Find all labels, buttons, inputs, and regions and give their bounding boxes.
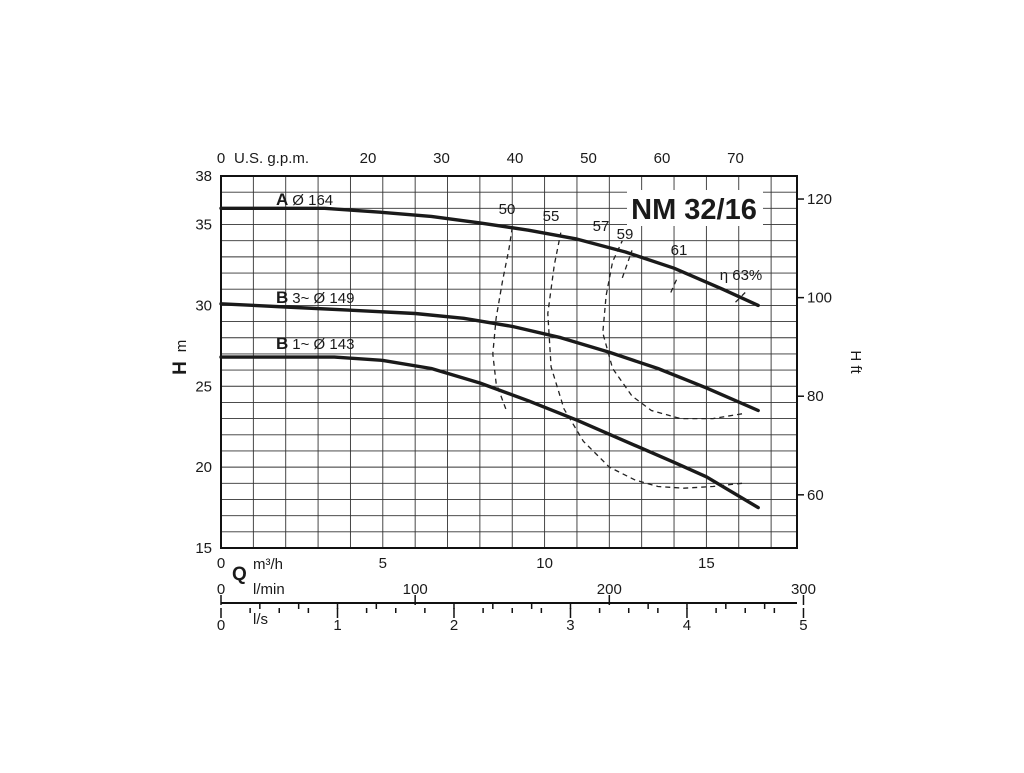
head-curve <box>219 302 760 413</box>
y-ft-tick-label: 100 <box>807 290 832 307</box>
series-label: B 1~ Ø 143 <box>276 334 354 353</box>
head-curve <box>219 355 760 510</box>
series-code: B <box>276 334 288 353</box>
series-label: B 3~ Ø 149 <box>276 288 354 307</box>
gpm-tick-label: 20 <box>360 150 377 167</box>
lmin-tick-label: 100 <box>403 581 428 598</box>
y-ft-tick-label: 80 <box>807 388 824 405</box>
chart-title: NM 32/16 <box>631 194 757 226</box>
plot-frame <box>220 175 798 549</box>
y-tick-label: 25 <box>195 378 212 395</box>
efficiency-curve <box>492 227 513 410</box>
gpm-axis-label: U.S. g.p.m. <box>234 150 309 167</box>
y-tick-label: 15 <box>195 540 212 557</box>
y-tick-label: 38 <box>195 168 212 185</box>
y-axis-unit: m <box>173 340 190 353</box>
ls-tick-label: 4 <box>683 617 691 634</box>
y-ft-axis-title: H ft <box>847 350 864 374</box>
efficiency-curve <box>547 232 743 489</box>
gpm-tick-label: 40 <box>507 150 524 167</box>
gpm-tick-label: 70 <box>727 150 744 167</box>
gpm-tick-label: 60 <box>654 150 671 167</box>
series-diameter: Ø 164 <box>292 192 333 209</box>
plot-border <box>220 175 798 549</box>
lmin-tick-label: 300 <box>791 581 816 598</box>
title-backdrop <box>627 190 763 226</box>
y-axis-name: H <box>170 361 191 375</box>
series-diameter: 3~ Ø 149 <box>292 290 354 307</box>
efficiency-label: 61 <box>671 242 688 259</box>
y-tick-label: 35 <box>195 217 212 234</box>
q-tick-label: 10 <box>536 555 553 572</box>
ls-tick-label: 0 <box>217 617 225 634</box>
lmin-tick-label: 200 <box>597 581 622 598</box>
y-tick-label: 30 <box>195 297 212 314</box>
lmin-tick-label: 0 <box>217 581 225 598</box>
efficiency-label: 55 <box>543 208 560 225</box>
efficiency-curve <box>735 292 746 303</box>
ls-tick-label: 5 <box>799 617 807 634</box>
y-ft-tick-label: 60 <box>807 487 824 504</box>
lmin-axis-label: l/min <box>253 581 285 598</box>
gpm-tick-label: 50 <box>580 150 597 167</box>
efficiency-curve <box>602 240 743 420</box>
y-ft-tick-label: 120 <box>807 191 832 208</box>
efficiency-label: 50 <box>499 201 516 218</box>
auxiliary-scales: 0 100 200 300 l/min 0 1 2 3 4 5 l/s <box>217 581 816 634</box>
grid <box>221 176 797 548</box>
series-diameter: 1~ Ø 143 <box>292 336 354 353</box>
series-code: B <box>276 288 288 307</box>
efficiency-label: 57 <box>593 218 610 235</box>
ls-axis-label: l/s <box>253 611 268 628</box>
ls-tick-label: 3 <box>566 617 574 634</box>
q-tick-label: 0 <box>217 555 225 572</box>
series-code: A <box>276 190 288 209</box>
efficiency-label: η 63% <box>720 267 763 284</box>
ls-tick-label: 2 <box>450 617 458 634</box>
gpm-tick-label: 0 <box>217 150 225 167</box>
y-tick-label: 20 <box>195 459 212 476</box>
efficiency-curves <box>492 227 746 489</box>
q-axis-unit: m³/h <box>253 556 283 573</box>
gpm-tick-label: 30 <box>433 150 450 167</box>
efficiency-curve <box>670 277 678 293</box>
ls-tick-label: 1 <box>333 617 341 634</box>
q-axis-name: Q <box>232 564 247 585</box>
q-tick-label: 5 <box>379 555 387 572</box>
head-curve <box>219 206 760 308</box>
head-curves <box>219 206 760 510</box>
efficiency-label: 59 <box>617 226 634 243</box>
q-tick-label: 15 <box>698 555 715 572</box>
efficiency-curve <box>621 250 633 279</box>
